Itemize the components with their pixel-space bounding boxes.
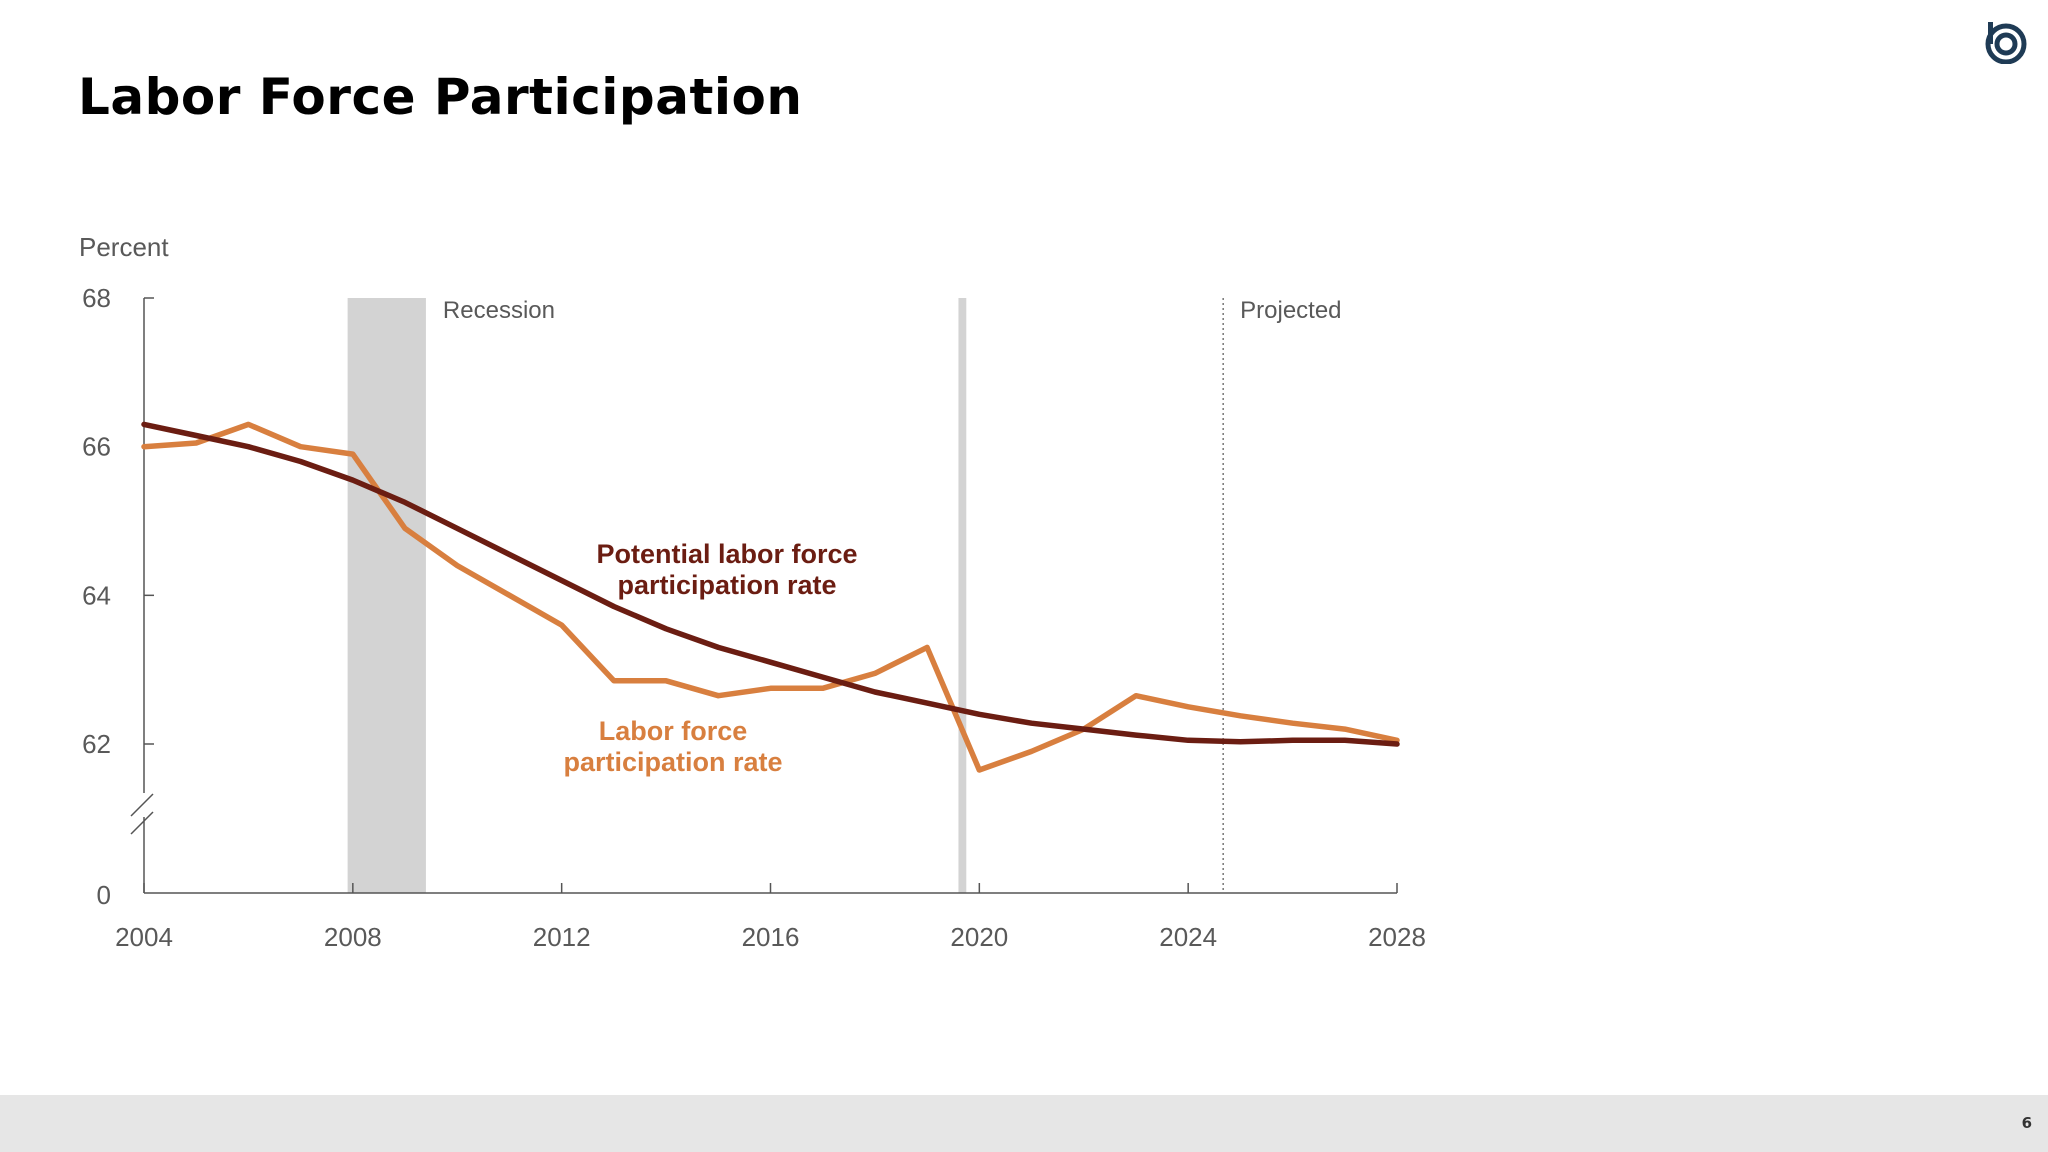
page-number: 6 <box>2021 1114 2032 1132</box>
y-tick-label: 62 <box>82 729 111 759</box>
axis-break-mark <box>130 793 154 817</box>
brand-logo-icon <box>1985 22 2027 64</box>
recession-band <box>347 298 426 893</box>
recession-bands: Recession <box>347 297 967 893</box>
x-tick-label: 2028 <box>1368 922 1426 952</box>
participation-rate-label: Labor force <box>599 716 748 746</box>
x-tick-label: 2020 <box>950 922 1008 952</box>
axis-break-mark <box>130 811 154 835</box>
participation-rate-line <box>141 421 1400 773</box>
slide-title: Labor Force Participation <box>78 68 803 126</box>
potential-participation-label: participation rate <box>617 570 836 600</box>
participation-rate-label: participation rate <box>563 747 782 777</box>
footer-bar: 6 <box>0 1095 2048 1152</box>
x-tick-label: 2004 <box>115 922 173 952</box>
potential-participation-label: Potential labor force <box>596 539 857 569</box>
y-tick-label: 64 <box>82 580 111 610</box>
y-tick-label: 68 <box>82 283 111 313</box>
potential-participation-line <box>141 421 1400 747</box>
y-tick-label: 0 <box>97 880 111 910</box>
series-lines <box>141 421 1400 773</box>
x-tick-label: 2012 <box>533 922 591 952</box>
x-tick-label: 2024 <box>1159 922 1217 952</box>
x-tick-label: 2008 <box>324 922 382 952</box>
projected-label: Projected <box>1240 297 1341 324</box>
projection-marker: Projected <box>1222 297 1342 893</box>
y-axis-label: Percent <box>79 232 169 262</box>
recession-band <box>958 298 967 893</box>
recession-label: Recession <box>443 297 555 324</box>
x-tick-label: 2016 <box>742 922 800 952</box>
labor-force-chart: Percent Recession Projected 626466680200… <box>79 232 1426 952</box>
y-tick-label: 66 <box>82 432 111 462</box>
